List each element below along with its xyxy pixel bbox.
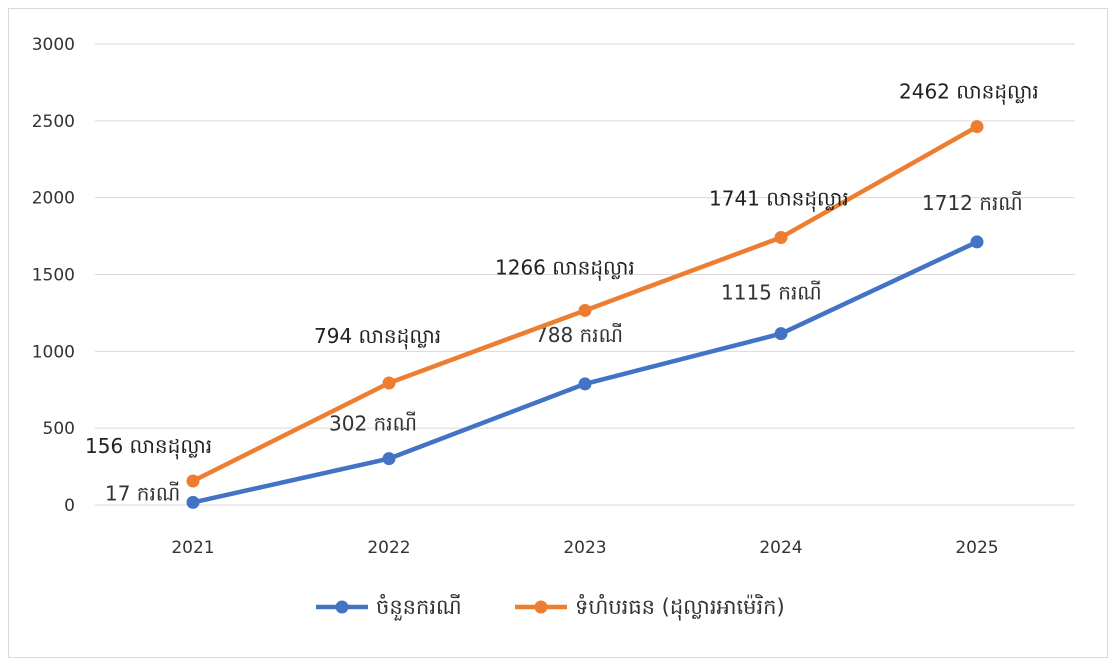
x-tick-label: 2025 — [955, 538, 998, 558]
data-point — [186, 495, 200, 509]
data-label: 788 ករណី — [535, 322, 623, 347]
x-tick-label: 2023 — [563, 538, 606, 558]
data-point — [578, 303, 592, 317]
data-label: 1115 ករណី — [721, 280, 822, 305]
data-point — [774, 327, 788, 341]
data-label: 1741 លានដុល្លារ — [709, 186, 849, 212]
x-tick-label: 2022 — [367, 538, 410, 558]
legend-marker-0 — [335, 600, 349, 614]
data-point — [382, 376, 396, 390]
data-label: 2462 លានដុល្លារ — [899, 80, 1039, 106]
chart-frame — [8, 8, 1108, 658]
y-tick-label: 1000 — [32, 342, 75, 362]
data-point — [970, 120, 984, 134]
data-label: 1266 លានដុល្លារ — [495, 255, 635, 281]
data-label: 17 ករណី — [105, 480, 180, 505]
x-tick-label: 2024 — [759, 538, 802, 558]
data-point — [578, 377, 592, 391]
y-tick-label: 2000 — [32, 189, 75, 209]
y-tick-label: 0 — [64, 496, 75, 516]
y-tick-label: 500 — [43, 419, 75, 439]
data-label: 794 លានដុល្លារ — [314, 324, 441, 350]
legend-label-1: ទំហំបរធន (ដុល្លារអាម៉េរិក) — [575, 594, 785, 621]
legend-marker-1 — [534, 600, 548, 614]
y-tick-label: 1500 — [32, 266, 75, 286]
y-tick-label: 2500 — [32, 112, 75, 132]
data-point — [774, 230, 788, 244]
data-label: 156 លានដុល្លារ — [85, 434, 212, 460]
legend-label-0: ចំនួនករណី — [376, 594, 462, 621]
series-line-0 — [192, 239, 978, 505]
data-point — [186, 474, 200, 488]
data-point — [382, 452, 396, 466]
data-point — [970, 235, 984, 249]
y-tick-label: 3000 — [32, 35, 75, 55]
x-tick-label: 2021 — [171, 538, 214, 558]
data-label: 1712 ករណី — [922, 190, 1023, 215]
data-label: 302 ករណី — [329, 411, 417, 436]
